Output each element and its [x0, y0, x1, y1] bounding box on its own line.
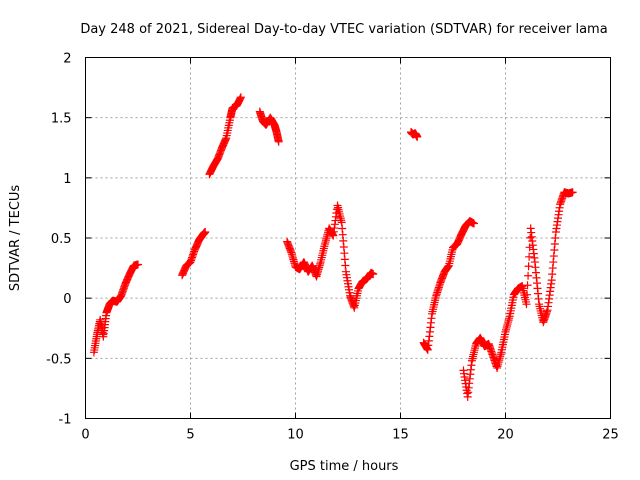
- y-tick-label: -1: [59, 413, 72, 428]
- data-point: [413, 132, 422, 141]
- data-point: [470, 219, 478, 228]
- y-tick-label: 2: [63, 52, 71, 67]
- data-point: [274, 137, 283, 146]
- data-point: [524, 271, 533, 280]
- y-tick-label: 0.5: [51, 232, 72, 247]
- data-point: [236, 93, 245, 102]
- data-points: [89, 93, 577, 401]
- data-point: [525, 252, 534, 261]
- data-point: [134, 260, 142, 269]
- data-point: [568, 188, 577, 197]
- y-tick-label: -0.5: [46, 352, 71, 367]
- y-tick-label: 1: [63, 172, 71, 187]
- x-tick-label: 5: [186, 428, 194, 443]
- y-tick-label: 1.5: [51, 112, 72, 127]
- data-point: [201, 227, 210, 236]
- x-tick-label: 25: [602, 428, 619, 443]
- x-tick-label: 15: [392, 428, 409, 443]
- x-tick-label: 10: [287, 428, 304, 443]
- x-tick-label: 0: [81, 428, 89, 443]
- y-axis-label: SDTVAR / TECUs: [8, 185, 23, 292]
- data-point: [523, 290, 532, 299]
- tick-labels: 0 5 10 15 20 25 -1 -0.5 0 0.5 1 1.5 2: [46, 52, 619, 443]
- data-point: [369, 270, 378, 279]
- x-axis-label: GPS time / hours: [290, 459, 399, 474]
- chart-title: Day 248 of 2021, Sidereal Day-to-day VTE…: [80, 22, 607, 37]
- y-tick-label: 0: [63, 292, 71, 307]
- plot-frame: [85, 57, 611, 419]
- x-tick-label: 20: [497, 428, 514, 443]
- data-point: [522, 300, 531, 309]
- data-point: [523, 281, 532, 290]
- data-point: [524, 262, 533, 271]
- grid-lines: [85, 57, 611, 419]
